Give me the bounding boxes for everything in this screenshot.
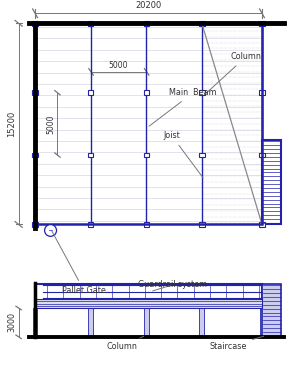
Bar — [88, 90, 93, 95]
Bar — [144, 90, 149, 95]
Text: Main  Beam: Main Beam — [149, 88, 217, 126]
Bar — [35, 23, 262, 225]
Bar — [144, 308, 148, 337]
Ellipse shape — [45, 225, 56, 236]
Text: 5000: 5000 — [109, 61, 128, 70]
Bar — [259, 222, 265, 227]
Bar — [262, 284, 281, 337]
Bar — [259, 153, 265, 157]
Bar — [260, 308, 264, 337]
Bar — [32, 153, 38, 157]
Text: Joist: Joist — [164, 131, 203, 178]
Text: Staircase: Staircase — [210, 336, 264, 351]
Text: Pallet Gate: Pallet Gate — [52, 231, 106, 295]
Bar — [33, 308, 38, 337]
Bar — [200, 308, 204, 337]
Bar — [32, 222, 38, 227]
Bar — [144, 153, 149, 157]
Bar — [88, 222, 93, 227]
Text: 3000: 3000 — [8, 312, 17, 333]
Bar — [35, 284, 262, 337]
Text: Guardrail system: Guardrail system — [138, 280, 207, 291]
Text: 5000: 5000 — [46, 114, 56, 134]
Bar — [259, 90, 265, 95]
Bar — [199, 21, 205, 26]
Text: Column: Column — [107, 336, 144, 351]
Bar — [35, 23, 262, 225]
Bar — [259, 21, 265, 26]
Text: 15200: 15200 — [7, 111, 16, 137]
Text: 20200: 20200 — [135, 1, 162, 10]
Bar — [199, 222, 205, 227]
Bar — [32, 21, 38, 26]
Bar — [88, 21, 93, 26]
Bar — [88, 308, 93, 337]
Bar — [144, 308, 148, 337]
Bar — [260, 308, 264, 337]
Bar — [199, 90, 205, 95]
Bar — [144, 222, 149, 227]
Bar — [33, 308, 38, 337]
Bar — [88, 308, 93, 337]
Bar — [200, 308, 204, 337]
Bar — [32, 90, 38, 95]
Text: Column: Column — [205, 52, 262, 94]
Bar — [144, 21, 149, 26]
Bar — [199, 153, 205, 157]
Bar — [35, 299, 262, 308]
Bar — [88, 153, 93, 157]
Bar — [262, 140, 281, 225]
